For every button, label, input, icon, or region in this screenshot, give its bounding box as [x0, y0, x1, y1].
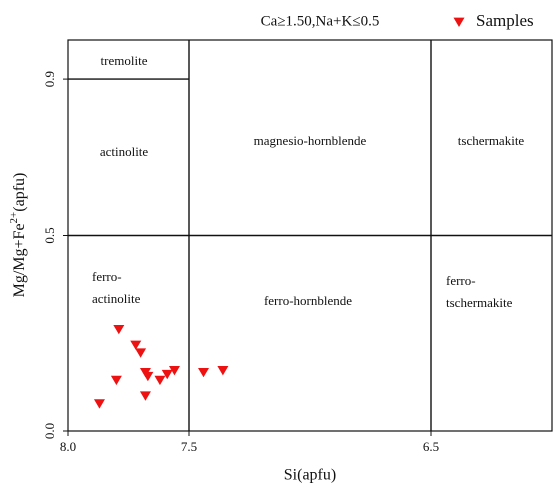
field-label: tschermakite	[446, 295, 513, 310]
sample-point	[161, 369, 173, 380]
sample-point	[135, 348, 147, 358]
x-tick-label: 7.5	[181, 439, 197, 454]
sample-point	[217, 365, 229, 376]
x-tick-label: 8.0	[60, 439, 76, 454]
field-label: tschermakite	[458, 133, 525, 148]
y-axis-label: Mg/Mg+Fe2+(apfu)	[8, 173, 28, 298]
sample-point	[93, 399, 105, 409]
sample-point	[139, 391, 151, 401]
field-label: ferro-hornblende	[264, 293, 352, 308]
y-label-main: Mg/Mg+Fe	[11, 223, 28, 297]
field-label: ferro-	[446, 273, 476, 288]
sample-point	[130, 340, 142, 350]
x-axis-label: Si(apfu)	[284, 467, 336, 484]
field-label: tremolite	[101, 53, 148, 68]
y-label-unit: (apfu)	[11, 173, 28, 212]
sample-point	[154, 375, 166, 386]
y-tick-label: 0.5	[42, 227, 57, 243]
field-label: actinolite	[100, 144, 149, 159]
chart-title: Ca≥1.50,Na+K≤0.5	[261, 13, 380, 29]
y-label-sup: 2+	[8, 212, 20, 224]
legend-marker	[453, 17, 465, 27]
sample-point	[198, 367, 210, 378]
sample-point	[142, 371, 154, 382]
sample-point	[110, 375, 122, 386]
legend-label: Samples	[476, 11, 534, 30]
y-tick-label: 0.0	[42, 423, 57, 439]
field-label: ferro-	[92, 269, 122, 284]
x-tick-label: 6.5	[423, 439, 439, 454]
field-label: actinolite	[92, 291, 141, 306]
field-label: magnesio-hornblende	[254, 133, 367, 148]
sample-point	[113, 324, 125, 335]
y-tick-label: 0.9	[42, 71, 57, 87]
sample-point	[168, 365, 180, 376]
